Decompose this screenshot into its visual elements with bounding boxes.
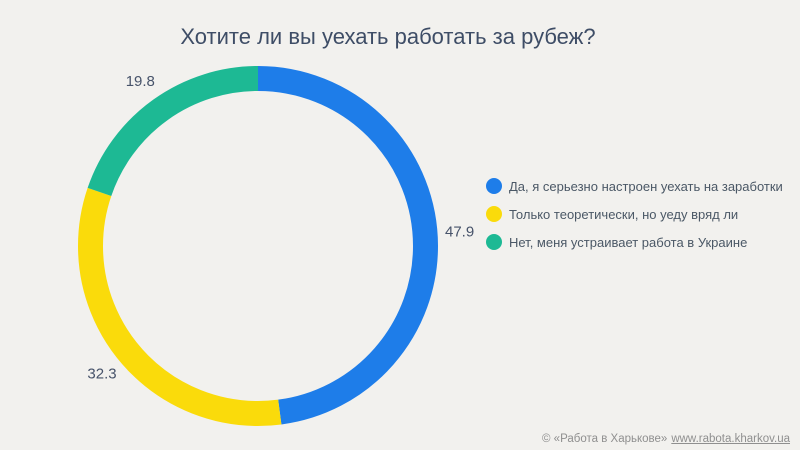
legend-marker-icon	[486, 234, 502, 250]
copyright-text: © «Работа в Харькове»	[542, 433, 668, 445]
legend: Да, я серьезно настроен уехать на зарабо…	[486, 178, 783, 250]
legend-marker-icon	[486, 206, 502, 222]
donut-slice-1[interactable]	[78, 66, 438, 426]
donut-slice-2[interactable]	[78, 66, 438, 426]
slice-value-label: 32.3	[87, 365, 116, 382]
legend-label: Да, я серьезно настроен уехать на зарабо…	[509, 178, 783, 194]
slice-value-label: 19.8	[126, 73, 155, 90]
slice-value-label: 47.9	[445, 224, 474, 241]
footer: © «Работа в Харькове» www.rabota.kharkov.…	[542, 433, 790, 445]
legend-label: Нет, меня устраивает работа в Украине	[509, 234, 748, 250]
chart-title: Хотите ли вы уехать работать за рубеж?	[180, 24, 596, 49]
legend-item-0[interactable]: Да, я серьезно настроен уехать на зарабо…	[486, 178, 783, 194]
legend-marker-icon	[486, 178, 502, 194]
legend-item-2[interactable]: Нет, меня устраивает работа в Украине	[486, 234, 783, 250]
legend-label: Только теоретически, но уеду вряд ли	[509, 206, 739, 222]
footer-link[interactable]: www.rabota.kharkov.ua	[671, 433, 790, 445]
legend-item-1[interactable]: Только теоретически, но уеду вряд ли	[486, 206, 783, 222]
